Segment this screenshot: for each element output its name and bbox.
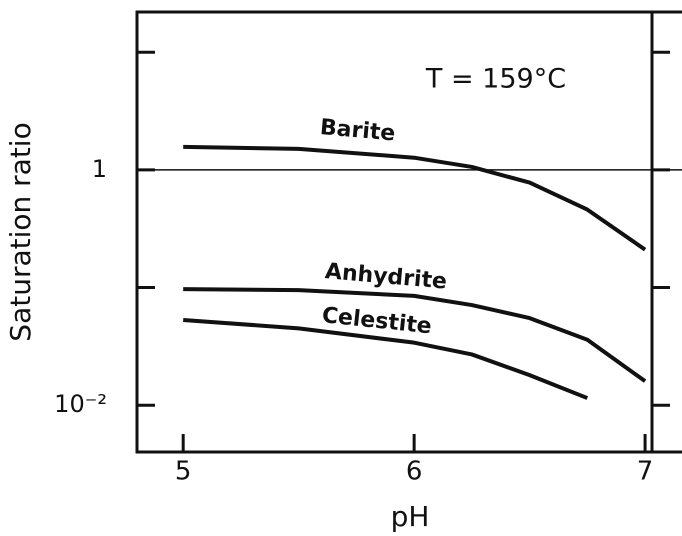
- x-tick-label: 6: [406, 457, 423, 487]
- series-label: Barite: [319, 115, 396, 146]
- annotation: T = 159°C: [425, 64, 566, 95]
- series-line: [183, 287, 647, 383]
- y-axis-label: Saturation ratio: [4, 122, 37, 341]
- x-axis-label: pH: [391, 500, 430, 533]
- series-line: [183, 317, 589, 400]
- x-tick-label: 5: [175, 457, 192, 487]
- series-label: Anhydrite: [324, 259, 448, 295]
- x-tick-label: 7: [637, 457, 654, 487]
- series-line: [183, 144, 647, 252]
- axes-frame: [135, 10, 682, 454]
- y-tick-label: 1: [92, 155, 107, 183]
- y-tick-label: 10⁻²: [54, 390, 107, 418]
